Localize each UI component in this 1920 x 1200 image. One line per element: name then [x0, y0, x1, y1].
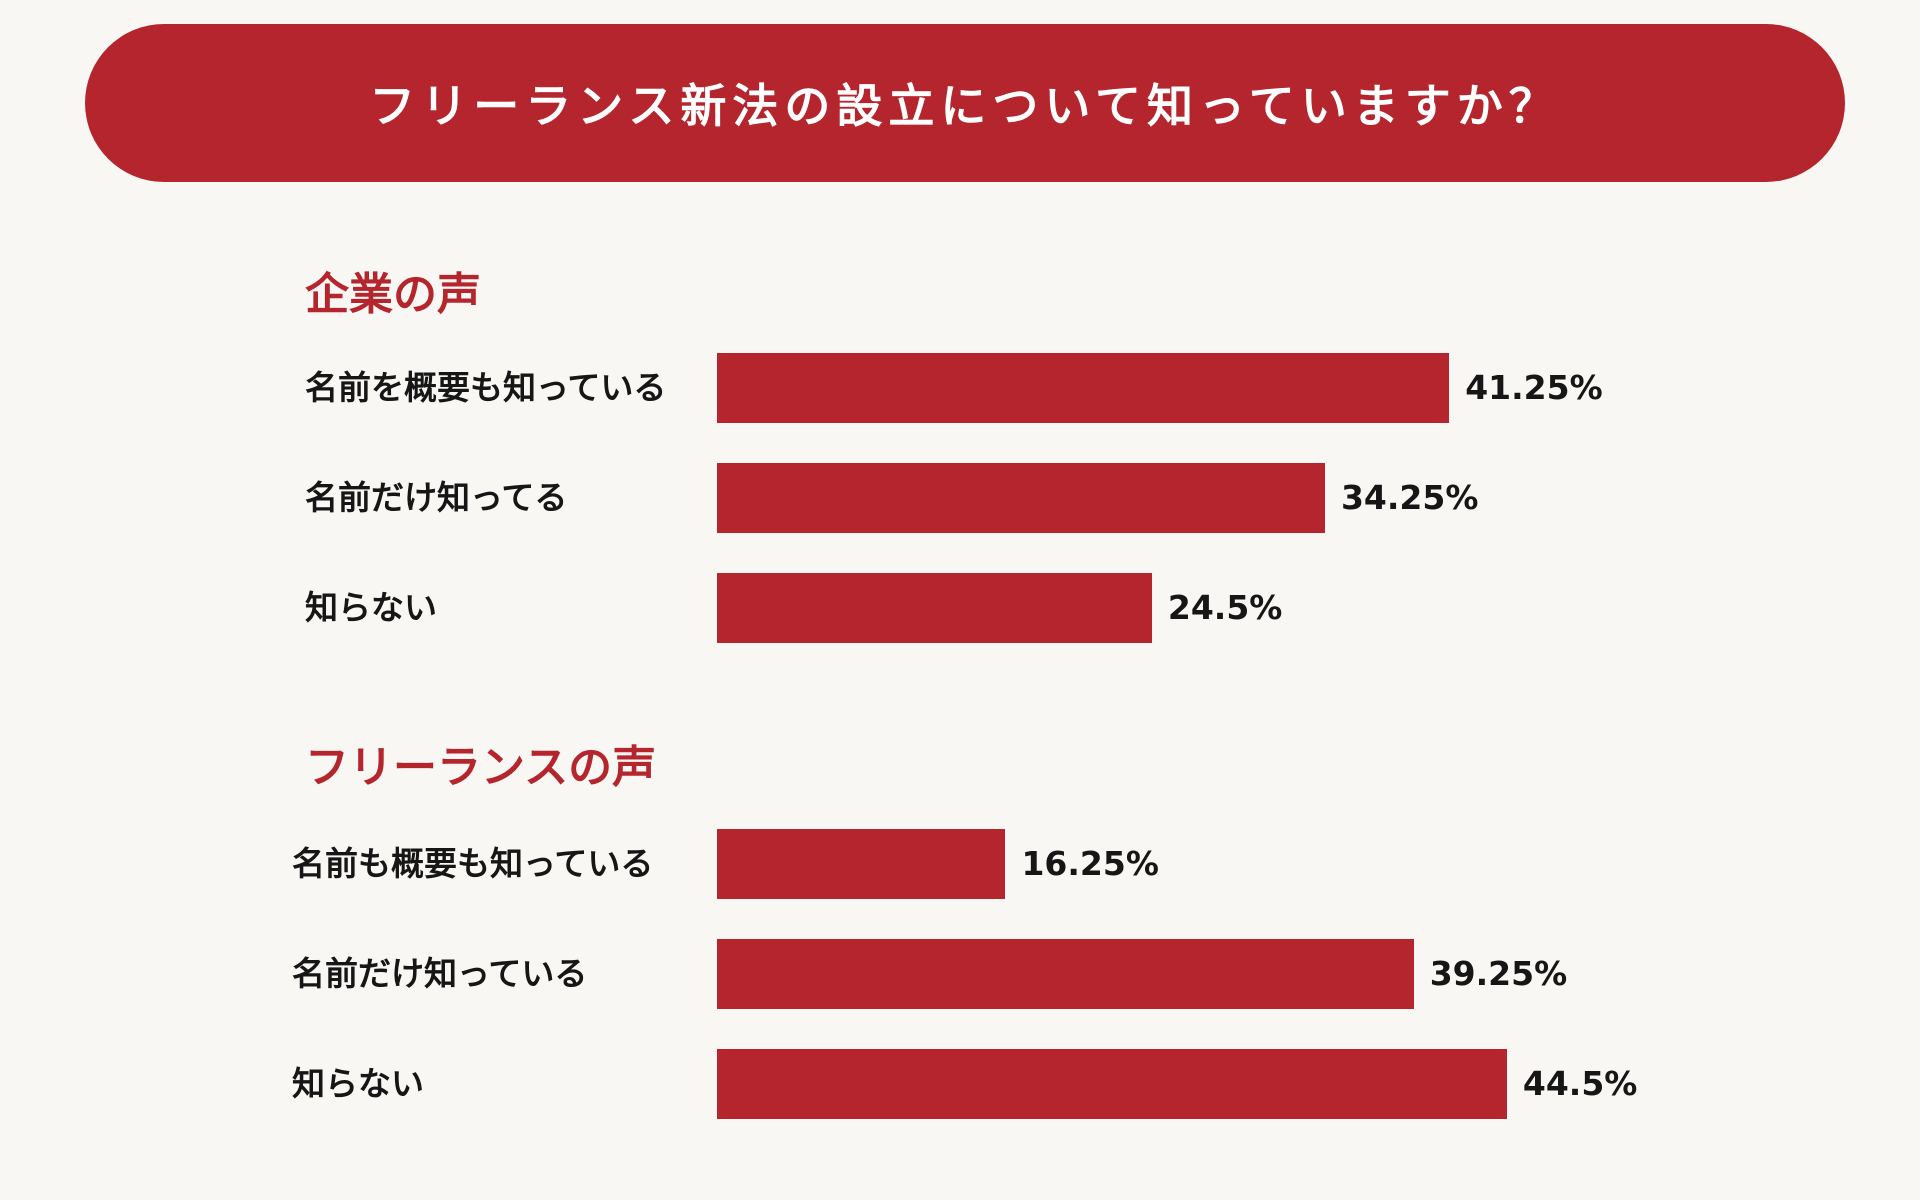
category-label: 名前を概要も知っている	[305, 368, 667, 407]
value-label: 16.25%	[1021, 844, 1159, 883]
bar	[717, 829, 1006, 899]
category-label: 名前だけ知ってる	[305, 478, 568, 517]
section-title: 企業の声	[305, 269, 481, 320]
category-label: 名前も概要も知っている	[292, 844, 654, 883]
bar	[717, 353, 1450, 423]
bar	[717, 939, 1414, 1009]
bar	[717, 463, 1325, 533]
category-label: 名前だけ知っている	[292, 954, 588, 993]
value-label: 34.25%	[1340, 478, 1479, 517]
section-title: フリーランスの声	[305, 742, 657, 793]
value-label: 39.25%	[1429, 954, 1568, 993]
category-label: 知らない	[305, 588, 437, 627]
chart-title: フリーランス新法の設立について知っていますか？	[369, 79, 1561, 133]
value-label: 44.5%	[1522, 1064, 1638, 1103]
value-label: 41.25%	[1465, 368, 1603, 407]
category-label: 知らない	[292, 1064, 424, 1103]
bar	[717, 573, 1152, 643]
bar	[717, 1049, 1507, 1119]
title-banner: フリーランス新法の設立について知っていますか？	[85, 24, 1845, 182]
value-label: 24.5%	[1167, 588, 1283, 627]
